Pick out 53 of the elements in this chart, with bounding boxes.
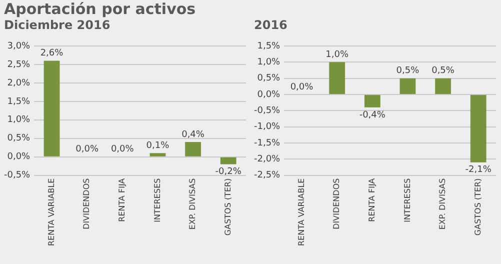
- x-tick-label: GASTOS (TER): [473, 178, 482, 236]
- data-label: 0,5%: [432, 66, 455, 76]
- bar: [220, 157, 236, 164]
- x-tick-label: RENTA FIJA: [367, 178, 376, 222]
- y-tick-label: 2,0%: [7, 78, 31, 88]
- data-label: 0,0%: [290, 82, 314, 92]
- data-label: -0,4%: [359, 110, 386, 120]
- chart-title: Aportación por activos: [3, 0, 197, 18]
- data-label: 0,5%: [396, 66, 420, 76]
- x-tick-label: EXP. DIVISAS: [438, 178, 448, 230]
- data-label: 0,4%: [182, 130, 205, 140]
- y-tick-label: 2,5%: [7, 60, 31, 70]
- y-tick-label: 1,0%: [7, 115, 31, 126]
- y-tick-label: 0,5%: [257, 74, 281, 84]
- bar: [329, 62, 346, 94]
- x-tick-label: RENTA VARIABLE: [296, 178, 306, 246]
- data-label: 1,0%: [326, 50, 349, 60]
- bar: [185, 142, 201, 156]
- x-tick-label: DIVIDENDOS: [332, 178, 342, 230]
- x-tick-label: DIVIDENDOS: [82, 178, 92, 230]
- x-tick-label: EXP. DIVISAS: [188, 178, 198, 230]
- bar: [364, 94, 380, 108]
- y-tick-label: -1,0%: [254, 122, 281, 132]
- x-tick-label: INTERESES: [402, 178, 412, 222]
- bar: [435, 78, 451, 94]
- bar: [400, 78, 416, 94]
- x-tick-label: RENTA FIJA: [117, 178, 126, 222]
- y-tick-label: -1,5%: [254, 138, 281, 148]
- y-tick-label: 0,5%: [7, 134, 31, 144]
- y-tick-label: 3,0%: [7, 41, 31, 52]
- chart-title: 2016: [253, 18, 288, 34]
- x-tick-label: GASTOS (TER): [223, 178, 232, 236]
- y-tick-label: 0,0%: [257, 90, 281, 100]
- x-tick-label: INTERESES: [152, 178, 162, 222]
- y-tick-label: -2,5%: [254, 170, 281, 181]
- y-tick-label: 1,5%: [7, 96, 31, 107]
- data-label: -2,1%: [465, 165, 492, 176]
- y-tick-label: -2,0%: [254, 154, 281, 164]
- x-tick-label: RENTA VARIABLE: [46, 178, 56, 246]
- data-label: 2,6%: [40, 48, 64, 59]
- bar: [150, 153, 166, 156]
- bar: [44, 60, 60, 156]
- chart-subtitle: Diciembre 2016: [3, 18, 112, 34]
- data-label: 0,0%: [110, 144, 134, 155]
- y-tick-label: 1,5%: [257, 41, 281, 52]
- y-tick-label: -0,5%: [4, 170, 31, 181]
- data-label: -0,2%: [215, 167, 242, 178]
- y-tick-label: 1,0%: [257, 58, 281, 68]
- y-tick-label: -0,5%: [254, 106, 281, 116]
- bar: [470, 94, 486, 162]
- data-label: 0,1%: [146, 140, 170, 151]
- data-label: 0,0%: [76, 144, 99, 155]
- y-tick-label: 0,0%: [7, 152, 31, 162]
